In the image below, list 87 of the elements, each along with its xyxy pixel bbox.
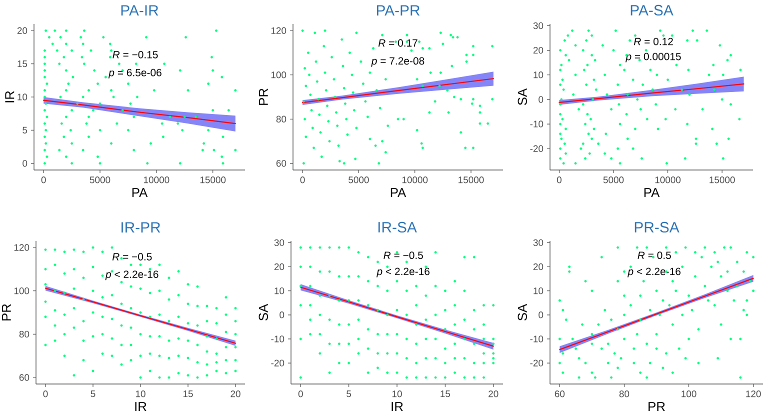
y-tick-label: 10 [534, 72, 544, 78]
annotation: R = 0.12 [634, 38, 673, 46]
chart-title: IR-SA [378, 222, 417, 232]
y-tick-label: 100 [271, 72, 286, 78]
y-tick-label: 10 [18, 94, 28, 100]
y-tick-label: 30 [533, 239, 544, 246]
annotation: p = 6.5e-06 [108, 68, 162, 78]
x-tick-label: 10000 [655, 176, 681, 184]
annotation: R = −0.5 [384, 252, 423, 260]
x-tick-label: 100 [682, 390, 696, 398]
y-tick-label: -20 [530, 360, 544, 366]
y-axis-title: IR [5, 91, 14, 102]
y-tick-label: 10 [534, 287, 544, 294]
x-tick-label: 10000 [402, 176, 428, 184]
y-tick-label: 20 [17, 27, 28, 34]
x-tick-label: 0 [41, 176, 46, 184]
annotation: p < 2.2e-16 [376, 268, 430, 278]
x-tick-label: 120 [746, 390, 761, 398]
y-tick-label: 10 [274, 287, 284, 294]
x-tick-label: 5000 [348, 176, 369, 184]
x-tick-label: 10 [136, 390, 146, 398]
x-tick-label: 5 [346, 390, 352, 398]
y-tick-label: -20 [271, 360, 284, 366]
y-axis-title: SA [518, 304, 527, 321]
annotation: p < 2.2e-16 [628, 268, 681, 278]
line-series [43, 100, 236, 124]
x-tick-label: 10000 [144, 176, 170, 184]
y-tick-label: -10 [271, 336, 284, 342]
x-axis-title: PA [390, 188, 406, 197]
y-tick-label: 30 [533, 22, 544, 30]
x-axis-title: PR [648, 402, 665, 411]
x-tick-label: 5000 [90, 176, 110, 184]
x-axis-title: PA [132, 188, 148, 197]
x-axis-title: IR [135, 402, 146, 411]
x-tick-label: 60 [554, 390, 565, 398]
x-tick-label: 0 [300, 176, 305, 184]
chart-title: PA-SA [630, 4, 674, 16]
x-axis-title: IR [392, 402, 403, 411]
y-axis-title: PR [2, 304, 11, 320]
x-tick-label: 5000 [603, 176, 624, 184]
x-tick-label: 0 [298, 390, 303, 398]
y-tick-label: 0 [22, 160, 28, 167]
x-tick-label: 0 [556, 176, 562, 184]
annotation: R = −0.15 [112, 50, 158, 58]
y-tick-label: 100 [14, 287, 30, 294]
chart-title: IR-PR [122, 222, 160, 233]
y-tick-label: 5 [22, 126, 28, 134]
x-tick-label: 15000 [458, 176, 484, 184]
annotation: p = 7.2e-08 [371, 57, 424, 67]
y-tick-label: 0 [538, 312, 544, 318]
annotation: R = −0.5 [112, 253, 152, 260]
x-tick-label: 0 [43, 390, 48, 398]
x-tick-label: 80 [619, 390, 630, 398]
y-tick-label: 80 [276, 116, 286, 122]
y-tick-label: 120 [271, 27, 286, 34]
x-tick-label: 10 [392, 390, 402, 398]
x-tick-label: 15000 [200, 176, 226, 184]
x-tick-label: 20 [488, 390, 498, 398]
chart-title: PA-PR [376, 5, 420, 16]
y-tick-label: 120 [14, 244, 30, 251]
y-tick-label: 0 [538, 96, 544, 103]
chart-title: PA-IR [121, 5, 158, 16]
chart-title: PR-SA [634, 222, 680, 232]
x-tick-label: 15000 [710, 176, 735, 184]
y-tick-label: -10 [530, 120, 544, 128]
y-tick-label: 20 [274, 263, 284, 270]
x-tick-label: 5 [90, 390, 96, 398]
x-tick-label: 20 [230, 390, 240, 398]
y-tick-label: -10 [530, 336, 544, 342]
y-tick-label: 20 [533, 263, 544, 270]
y-tick-label: 60 [19, 374, 30, 381]
x-tick-label: 15 [183, 390, 193, 398]
x-tick-label: 15 [440, 390, 450, 398]
y-axis-title: PR [258, 88, 268, 105]
annotation: p < 2.2e-16 [105, 270, 158, 280]
y-tick-label: 80 [19, 330, 30, 338]
y-axis-title: SA [518, 88, 527, 106]
y-tick-label: 0 [280, 312, 284, 318]
x-axis-title: PA [644, 188, 660, 197]
y-tick-label: 30 [274, 239, 284, 246]
y-tick-label: 15 [18, 60, 28, 68]
annotation: p = 0.00015 [625, 52, 681, 62]
y-tick-label: 20 [533, 46, 544, 54]
y-tick-label: -20 [530, 145, 544, 152]
y-tick-label: 60 [276, 160, 286, 167]
annotation: R = 0.17 [378, 39, 418, 47]
y-axis-title: SA [258, 304, 268, 321]
